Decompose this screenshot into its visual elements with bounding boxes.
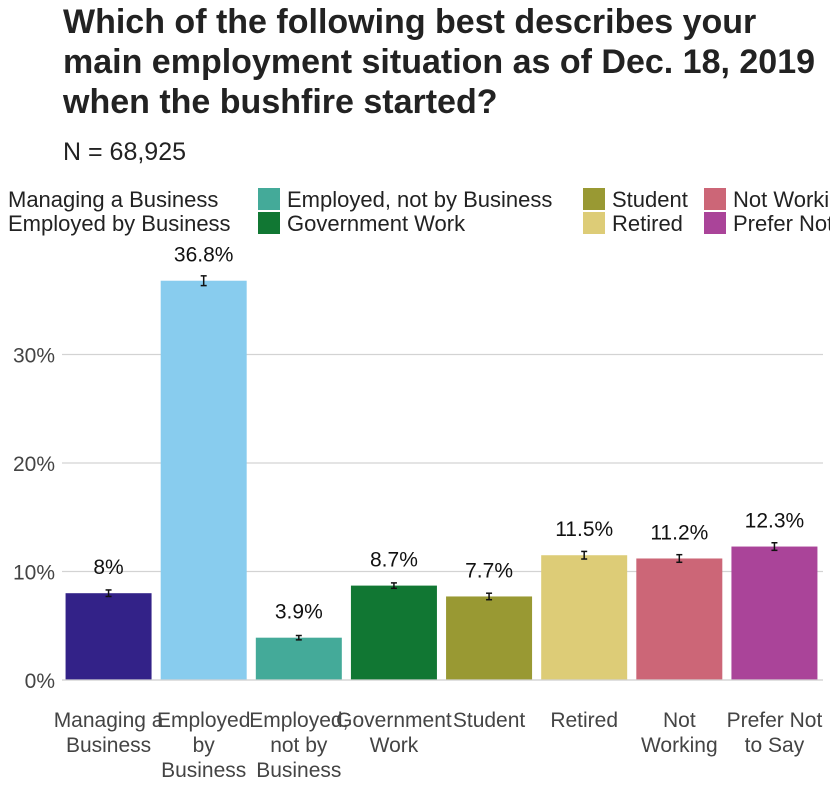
legend-label: Managing a Business	[8, 187, 218, 212]
data-label: 8%	[93, 556, 123, 579]
data-label: 12.3%	[745, 510, 805, 533]
data-label: 11.2%	[650, 521, 708, 544]
legend-label: Government Work	[287, 211, 466, 236]
legend-label: Not Working	[733, 187, 830, 212]
y-tick-label: 30%	[13, 345, 55, 368]
bar	[541, 555, 628, 680]
legend-swatch	[258, 212, 280, 234]
x-tick-label: Not Working	[641, 709, 718, 757]
bar	[160, 280, 247, 680]
data-label: 11.5%	[555, 518, 613, 541]
bar	[636, 558, 723, 680]
x-tick-label: Prefer Not to Say	[727, 709, 823, 757]
legend-swatch	[258, 188, 280, 210]
data-label: 8.7%	[370, 549, 418, 572]
legend-label: Employed, not by Business	[287, 187, 552, 212]
x-tick-label: Managing a Business	[54, 709, 164, 757]
legend-swatch	[704, 212, 726, 234]
bar	[446, 596, 533, 680]
x-tick-label: Employed by Business	[157, 709, 250, 782]
y-tick-label: 0%	[25, 670, 55, 693]
legend-swatch	[583, 188, 605, 210]
legend-swatch	[704, 188, 726, 210]
bar	[731, 546, 818, 680]
legend-label: Prefer Not to Say	[733, 211, 830, 236]
y-tick-label: 20%	[13, 453, 55, 476]
data-label: 7.7%	[465, 559, 513, 582]
data-label: 36.8%	[174, 244, 234, 267]
legend-label: Employed by Business	[8, 211, 231, 236]
data-label: 3.9%	[275, 601, 323, 624]
bar	[255, 637, 342, 680]
bar	[65, 593, 152, 680]
y-tick-label: 10%	[13, 562, 55, 585]
x-tick-label: Employed, not by Business	[249, 709, 348, 782]
legend-label: Retired	[612, 211, 683, 236]
legend-swatch	[583, 212, 605, 234]
legend-label: Student	[612, 187, 688, 212]
x-tick-label: Student	[453, 709, 526, 732]
chart-subtitle: N = 68,925	[63, 138, 187, 166]
x-tick-label: Retired	[550, 709, 618, 732]
chart-title: Which of the following best describes yo…	[63, 3, 816, 121]
bar	[350, 585, 437, 680]
x-tick-label: Government Work	[336, 709, 452, 757]
